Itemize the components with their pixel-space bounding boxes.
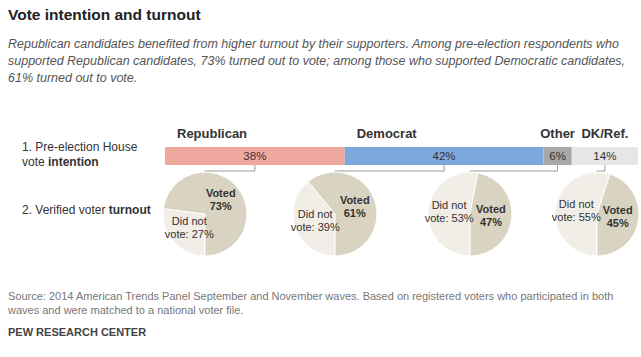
pie-label: Did notvote:39%: [291, 208, 340, 233]
data-label: 38%: [243, 150, 266, 162]
row-label: 2. Verified voter turnout: [22, 203, 151, 217]
pie-slice: [163, 172, 247, 256]
pie-slice: [597, 174, 639, 256]
data-label: 14%: [593, 150, 616, 162]
pie: Did notvote:53%Voted47%: [425, 172, 512, 256]
subtitle: Republican candidates benefited from hig…: [8, 37, 625, 85]
row-label: 1. Pre-election Housevote intention: [22, 140, 138, 169]
bar-segment: [543, 147, 571, 165]
title: Vote intention and turnout: [8, 6, 201, 23]
pie-label: Voted47%: [476, 203, 506, 228]
pie-label: Voted45%: [603, 204, 633, 229]
pie-label: Did notvote:27%: [165, 215, 214, 240]
source: Source: 2014 American Trends Panel Septe…: [7, 290, 613, 316]
credit: PEW RESEARCH CENTER: [8, 326, 146, 338]
pie-slice: [470, 173, 512, 256]
pie-label: Did notvote:55%: [552, 198, 601, 223]
segment-name: Republican: [177, 126, 247, 141]
pie-label: Voted73%: [206, 187, 236, 212]
bar-marks: [165, 147, 638, 165]
data-label: 6%: [549, 150, 566, 162]
connector: [470, 165, 558, 172]
pie-label: Voted61%: [340, 194, 370, 219]
bar-segment: [572, 147, 638, 165]
connector: [205, 165, 255, 172]
data-label: 42%: [433, 150, 456, 162]
pie: Did notvote:27% Voted73%: [163, 172, 247, 256]
bar-labels: Republican 38% Democrat 42% Other 6% DK/Ref. 14…: [177, 126, 628, 162]
connector: [597, 165, 605, 172]
segment-name: DK/Ref.: [581, 126, 628, 141]
segment-name: Democrat: [357, 126, 418, 141]
bar-segment: [165, 147, 345, 165]
segment-name: Other: [540, 126, 575, 141]
connector: [335, 165, 444, 172]
chart: Vote intention and turnout Republican can…: [0, 0, 641, 357]
pie-label: Did notvote:53%: [425, 199, 474, 224]
pie: Did notvote:55%Voted45%: [552, 172, 639, 256]
connectors: [205, 165, 605, 172]
pie: Did notvote:39%Voted61%: [291, 172, 377, 256]
bar-segment: [345, 147, 544, 165]
